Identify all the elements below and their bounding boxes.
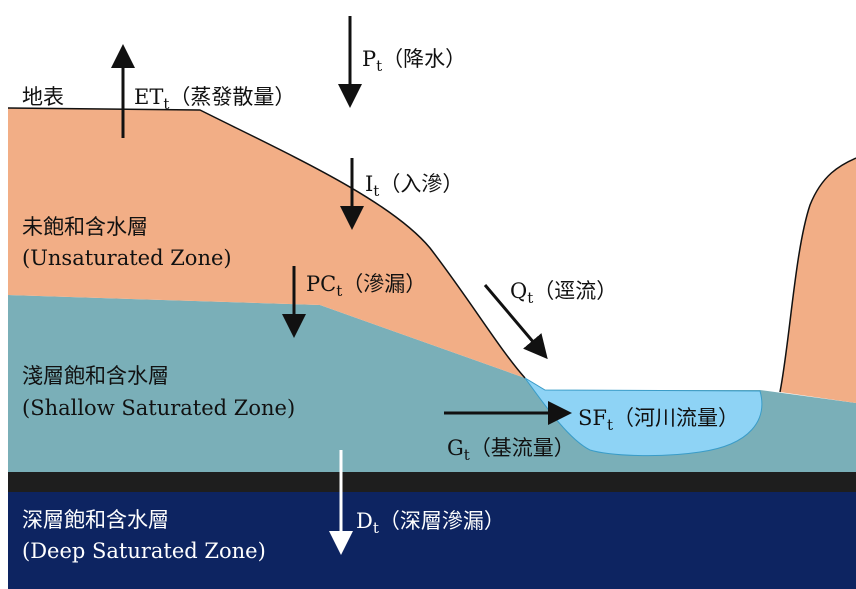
right-hill-outline [779,157,856,393]
q-label: Qt（逕流） [510,279,617,307]
deep-zone-subtitle: (Deep Saturated Zone) [22,539,266,563]
unsat-zone-title: 未飽和含水層 [22,215,148,239]
unsaturated-zone [8,108,525,378]
shallow-zone-subtitle: (Shallow Saturated Zone) [22,396,295,420]
shallow-zone-title: 淺層飽和含水層 [22,364,169,388]
pc-label: PCt（滲漏） [306,272,426,300]
q-arrow [483,284,548,360]
et-label: ETt（蒸發散量） [134,85,295,113]
p-label: Pt（降水） [362,47,466,75]
unsat-zone-subtitle: (Unsaturated Zone) [22,246,232,270]
surface-label: 地表 [22,85,64,109]
d-label: Dt（深層滲漏） [356,509,505,537]
deep-zone [8,492,856,589]
confining-layer [8,472,856,492]
i-label: It（入滲） [365,172,463,200]
g-label: Gt（基流量） [447,436,575,464]
ground-surface-line [7,107,526,379]
right-hill [780,158,856,403]
river [524,377,763,457]
deep-zone-title: 深層飽和含水層 [22,508,169,532]
sf-label: SFt（河川流量） [578,406,739,434]
